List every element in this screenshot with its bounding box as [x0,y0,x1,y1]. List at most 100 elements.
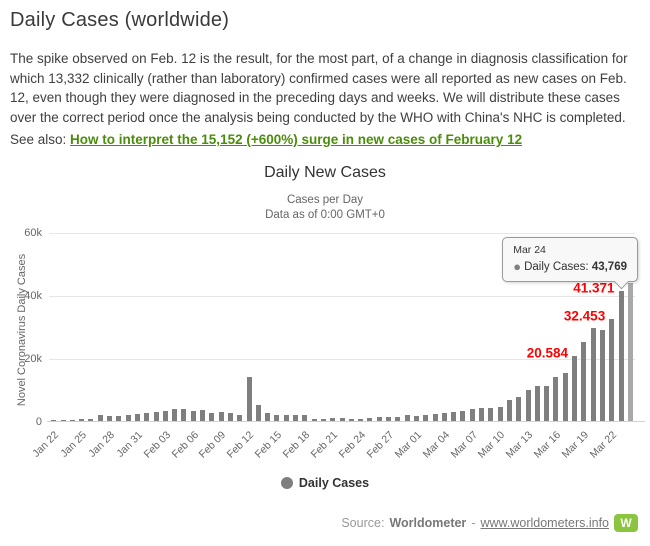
y-tick-label-0: 0 [35,416,42,428]
bar-Feb-27[interactable] [386,417,391,421]
bar-Jan-30[interactable] [125,415,131,421]
bar-Feb-16[interactable] [283,415,289,421]
bar-Jan-27[interactable] [97,415,103,421]
x-tick-label-Mar-04: Mar 04 [420,429,452,461]
bar-Mar-14[interactable] [534,386,540,421]
source-label: Source: [341,516,385,530]
bar-Feb-08[interactable] [209,413,215,421]
bar-Mar-24[interactable] [627,283,633,421]
chart-subtitle-line1: Cases per Day [286,194,364,206]
bar-Feb-20[interactable] [320,419,326,421]
tooltip-value: 43,769 [591,261,627,273]
source-footer: Source: Worldometer - www.worldometers.i… [341,514,638,532]
series-bullet-icon: ● [513,259,522,274]
chart-title: Daily New Cases [264,164,386,181]
bar-Mar-23[interactable] [618,291,624,421]
bar-Feb-19[interactable] [311,419,317,421]
gridline-40k [49,296,635,297]
bar-Feb-09[interactable] [218,412,224,421]
bar-Feb-11[interactable] [237,415,243,421]
bar-Jan-26[interactable] [88,419,94,421]
data-label-Mar-18: 20.584 [526,345,568,361]
intro-paragraph: The spike observed on Feb. 12 is the res… [10,51,628,125]
bar-Mar-19[interactable] [581,342,587,421]
bar-Feb-17[interactable] [293,415,298,421]
bar-Mar-06[interactable] [460,411,466,421]
bar-Feb-14[interactable] [265,413,271,421]
x-tick-label-Mar-10: Mar 10 [475,429,508,461]
bar-Feb-12[interactable] [246,377,252,421]
bar-Jan-24[interactable] [69,420,75,421]
source-name: Worldometer [389,516,467,530]
bar-Feb-13[interactable] [255,405,261,421]
bar-Feb-04[interactable] [172,409,178,421]
bar-Feb-29[interactable] [404,415,410,421]
bar-Mar-10[interactable] [497,407,503,421]
see-also-link[interactable]: How to interpret the 15,152 (+600%) surg… [70,132,523,147]
source-separator: - [471,516,476,530]
bar-Jan-23[interactable] [60,420,66,421]
bar-Mar-20[interactable] [590,328,596,421]
y-axis-title: Novel Coronavirus Daily Cases [16,253,28,407]
bar-Jan-29[interactable] [116,416,122,421]
bar-Mar-09[interactable] [488,408,494,421]
worldometers-link[interactable]: www.worldometers.info [480,516,609,530]
tooltip-row: ● Daily Cases: 43,769 [513,259,627,274]
bar-Feb-21[interactable] [330,418,336,421]
bar-Mar-08[interactable] [479,408,484,421]
x-tick-label-Feb-06: Feb 06 [169,429,201,461]
bar-Jan-31[interactable] [134,414,140,421]
bar-Feb-15[interactable] [274,415,280,421]
bar-Mar-02[interactable] [423,415,429,421]
bar-Mar-15[interactable] [544,386,550,421]
bar-Mar-22[interactable] [609,319,615,421]
bar-Feb-06[interactable] [190,411,196,421]
bar-Feb-23[interactable] [348,419,354,421]
gridline-60k [49,233,635,234]
bar-Mar-01[interactable] [413,416,419,421]
bar-Mar-16[interactable] [553,377,559,421]
see-also-label: See also: [10,132,71,147]
legend-marker-icon [280,477,293,489]
bar-Feb-01[interactable] [144,413,150,421]
worldometer-logo-icon[interactable]: W [614,514,638,532]
bar-Mar-11[interactable] [506,400,512,421]
bar-Feb-18[interactable] [302,415,308,421]
x-tick-label-Feb-09: Feb 09 [196,429,229,461]
bar-Feb-07[interactable] [200,410,205,421]
x-tick-label-Mar-16: Mar 16 [531,429,564,461]
bar-Mar-18[interactable] [572,356,577,421]
bar-Mar-17[interactable] [562,373,568,421]
bar-Jan-22[interactable] [51,420,57,421]
bar-Mar-04[interactable] [441,413,447,421]
bar-Feb-26[interactable] [376,417,382,421]
x-tick-label-Mar-22: Mar 22 [587,429,620,461]
bar-Feb-02[interactable] [153,412,159,421]
bar-Feb-28[interactable] [395,417,401,421]
bar-Feb-24[interactable] [358,419,364,421]
y-tick-label-40k: 40k [24,290,42,302]
tooltip-series-label: Daily Cases: [524,261,592,273]
bar-Feb-05[interactable] [181,409,187,421]
bar-Mar-13[interactable] [525,390,531,421]
bar-Mar-05[interactable] [451,412,457,421]
x-tick-label-Mar-19: Mar 19 [559,429,592,461]
x-tick-label-Jan-22: Jan 22 [30,429,62,460]
bar-Feb-22[interactable] [339,418,345,421]
bar-Mar-03[interactable] [432,414,438,421]
bar-Mar-07[interactable] [469,409,475,421]
bar-Jan-28[interactable] [107,416,112,421]
legend-label[interactable]: Daily Cases [298,476,370,490]
bar-Jan-25[interactable] [79,419,85,421]
bar-Feb-25[interactable] [367,418,373,421]
chart-legend[interactable]: Daily Cases [0,476,650,490]
bar-Feb-10[interactable] [227,413,233,421]
bar-Mar-12[interactable] [516,397,522,421]
bar-Feb-03[interactable] [162,411,168,421]
x-tick-label-Mar-07: Mar 07 [448,429,480,461]
x-tick-label-Feb-18: Feb 18 [280,429,313,461]
y-tick-label-60k: 60k [24,227,42,239]
x-tick-label-Feb-15: Feb 15 [252,429,285,461]
x-tick-label-Feb-24: Feb 24 [336,429,369,461]
bar-Mar-21[interactable] [599,330,605,421]
